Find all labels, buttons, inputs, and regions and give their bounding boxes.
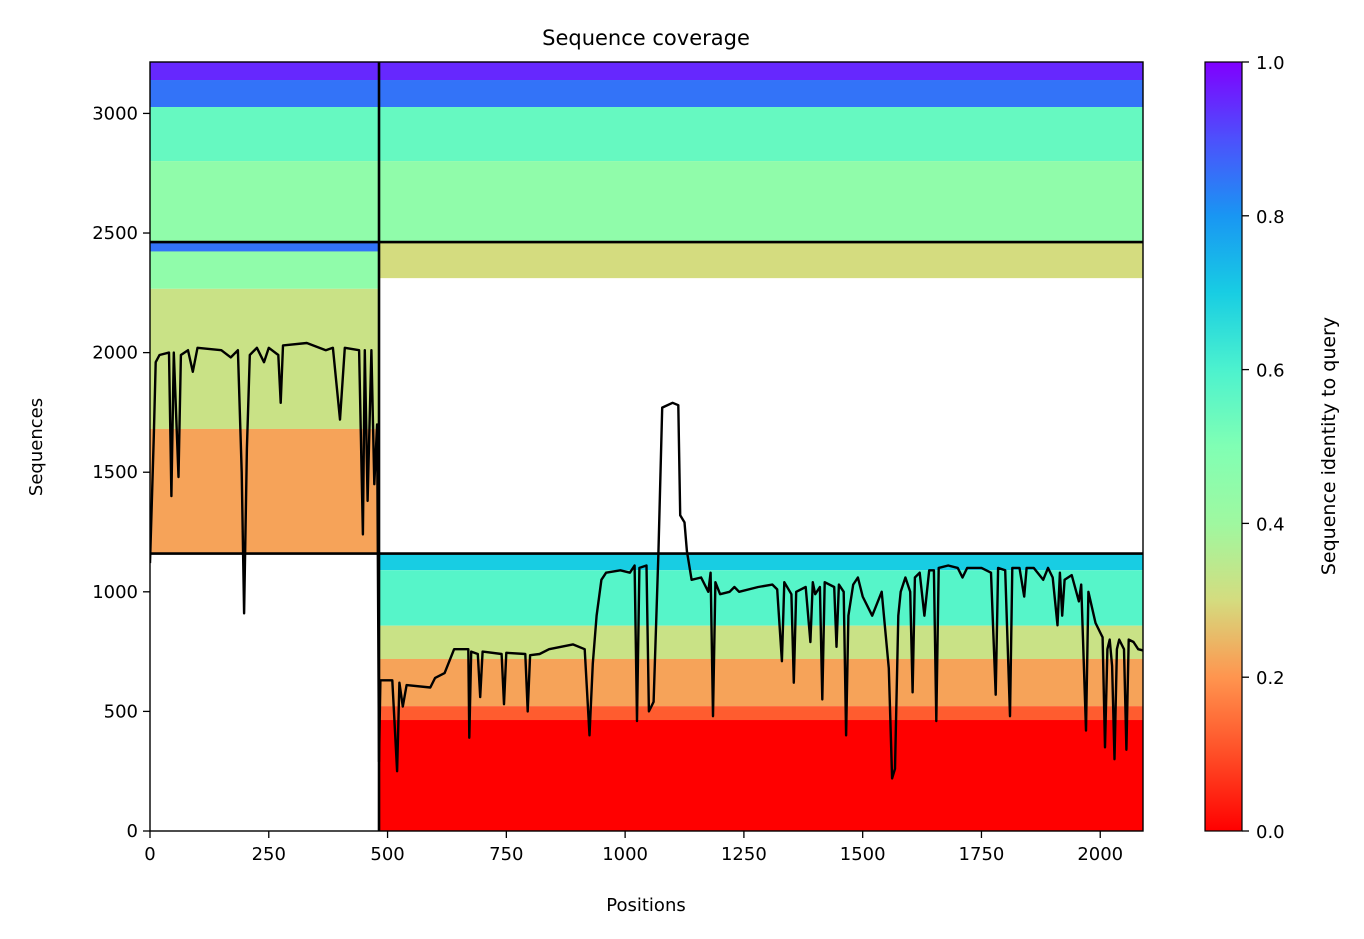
x-tick-label: 1000 — [602, 844, 648, 865]
colorbar-tick-label: 0.2 — [1256, 668, 1285, 689]
chain-1-msa-band — [150, 161, 380, 243]
colorbar-ticks: 0.0 0.2 0.4 0.6 0.8 1.0 — [1242, 53, 1285, 843]
x-tick-label: 0 — [144, 844, 155, 865]
x-tick-label: 1500 — [840, 844, 886, 865]
chain-2-unpaired-band — [379, 706, 1143, 721]
x-tick-label: 750 — [489, 844, 523, 865]
chain-1-msa-band — [150, 62, 380, 81]
chain-1-msa-band — [150, 107, 380, 162]
chain-2-unpaired-band — [379, 720, 1143, 831]
colorbar-tick-label: 1.0 — [1256, 53, 1285, 74]
chain-2-msa-band — [379, 80, 1143, 108]
x-axis-ticks: 0 250 500 750 1000 1250 1500 1750 2000 — [144, 831, 1123, 865]
y-tick-label: 3000 — [92, 103, 138, 124]
y-tick-label: 2500 — [92, 223, 138, 244]
y-tick-label: 2000 — [92, 343, 138, 364]
x-tick-label: 500 — [370, 844, 404, 865]
y-tick-label: 500 — [104, 701, 138, 722]
coverage-line — [150, 341, 1143, 780]
x-tick-label: 250 — [252, 844, 286, 865]
chain-2-msa-band — [379, 107, 1143, 162]
chain-2-msa-band — [379, 242, 1143, 279]
chain-2-unpaired-band — [379, 658, 1143, 707]
y-tick-label: 1500 — [92, 462, 138, 483]
x-axis-label: Positions — [606, 895, 685, 916]
colorbar-tick-label: 0.8 — [1256, 207, 1285, 228]
chain-1-unpaired-band — [150, 242, 380, 252]
chain-1-unpaired-band — [150, 428, 380, 554]
chart-title: Sequence coverage — [542, 26, 750, 50]
chain-1-unpaired-band — [150, 251, 380, 289]
chain-2-msa-band — [379, 62, 1143, 81]
y-tick-label: 0 — [127, 821, 138, 842]
chain-2-unpaired-band — [379, 570, 1143, 626]
colorbar-tick-label: 0.4 — [1256, 514, 1285, 535]
chain-2-msa-band — [379, 161, 1143, 243]
plot-frame — [149, 61, 1144, 832]
colorbar — [1204, 61, 1243, 832]
x-tick-label: 2000 — [1077, 844, 1123, 865]
y-axis-label: Sequences — [26, 398, 47, 496]
y-tick-label: 1000 — [92, 582, 138, 603]
x-tick-label: 1750 — [959, 844, 1005, 865]
y-axis-ticks: 0 500 1000 1500 2000 2500 3000 — [92, 103, 150, 842]
plot-area — [150, 62, 1143, 831]
colorbar-tick-label: 0.6 — [1256, 361, 1285, 382]
colorbar-tick-label: 0.0 — [1256, 822, 1285, 843]
chain-1-msa-band — [150, 80, 380, 108]
heatmap-blocks — [150, 62, 1143, 831]
colorbar-label: Sequence identity to query — [1318, 317, 1340, 575]
x-tick-label: 1250 — [721, 844, 767, 865]
